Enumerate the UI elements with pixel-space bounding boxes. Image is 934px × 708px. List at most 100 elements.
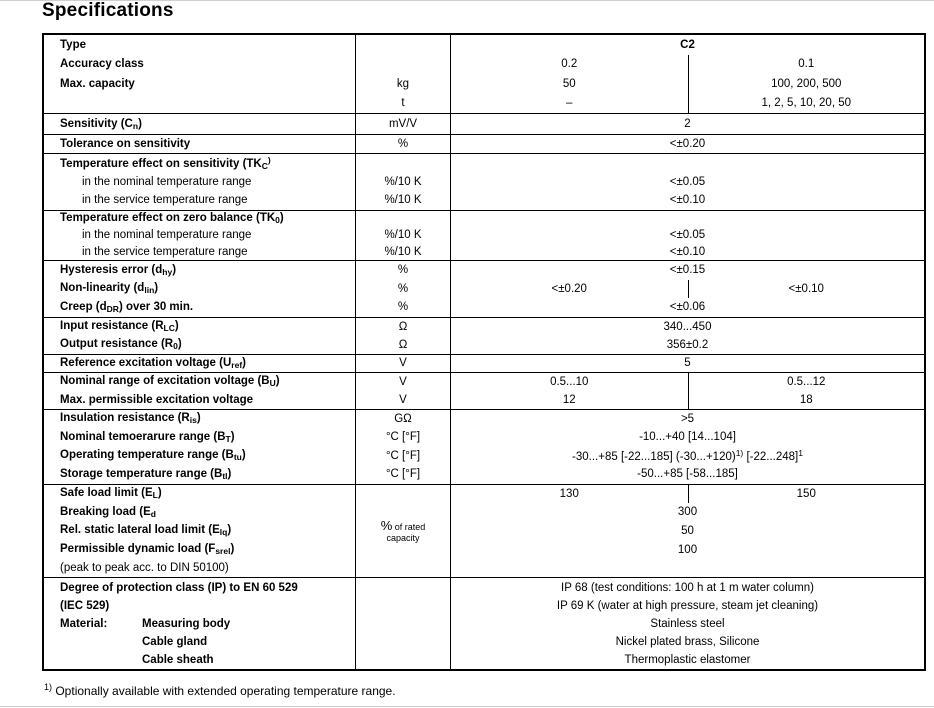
spec-label-column: Tolerance on sensitivity bbox=[44, 135, 355, 153]
spec-unit bbox=[356, 633, 450, 651]
spec-label: Insulation resistance (Ris) bbox=[60, 412, 201, 426]
spec-label: (IEC 529) bbox=[60, 599, 110, 612]
spec-value: >5 bbox=[680, 412, 695, 425]
spec-value: 100 bbox=[677, 543, 698, 556]
spec-label: Nominal range of excitation voltage (BU) bbox=[60, 375, 280, 388]
spec-value-column: 5 bbox=[451, 355, 924, 372]
spec-value: <±0.10 bbox=[669, 194, 706, 207]
spec-unit-column: V bbox=[355, 354, 451, 372]
spec-unit-column: %/10 K %/10 K bbox=[355, 154, 451, 210]
spec-band: Degree of protection class (IP) to EN 60… bbox=[44, 577, 924, 670]
spec-band: Insulation resistance (Ris) Nominal temoe… bbox=[44, 408, 924, 484]
spec-label: Rel. static lateral load limit (Elq) bbox=[60, 524, 232, 538]
spec-value-right: 100, 200, 500 bbox=[687, 74, 925, 94]
spec-unit: % bbox=[397, 138, 409, 150]
spec-unit: mV/V bbox=[388, 118, 418, 130]
spec-value: -10...+40 [14...104] bbox=[639, 431, 736, 444]
spec-band: Sensitivity (Cn) mV/V 2 bbox=[44, 113, 924, 134]
spec-band: Type Accuracy class Max. capacity kg t C2 0.2 0… bbox=[44, 35, 924, 113]
spec-value: 2 bbox=[684, 118, 691, 130]
spec-label: Output resistance (R0) bbox=[60, 338, 182, 351]
spec-unit-column: kg t bbox=[355, 35, 451, 113]
spec-value: <±0.05 bbox=[669, 175, 706, 188]
spec-unit bbox=[356, 615, 450, 633]
spec-unit bbox=[356, 211, 450, 228]
spec-label: Input resistance (RLC) bbox=[60, 320, 179, 333]
spec-value: 0.5...10 0.5...12 bbox=[451, 372, 925, 391]
spec-band: Safe load limit (EL) Breaking load (Ed Rel… bbox=[44, 483, 924, 578]
spec-unit: Ω bbox=[398, 320, 408, 333]
spec-band: Hysteresis error (dhy) Non-linearity (dli… bbox=[44, 260, 924, 317]
spec-value: IP 68 (test conditions: 100 h at 1 m wat… bbox=[561, 581, 814, 594]
spec-band: Reference excitation voltage (Uref) V 5 bbox=[44, 353, 924, 372]
spec-unit: %/10 K bbox=[384, 194, 422, 207]
spec-label: in the nominal temperature range bbox=[82, 175, 252, 188]
spec-label bbox=[60, 94, 355, 114]
spec-label: Reference excitation voltage (Uref) bbox=[60, 356, 246, 370]
spec-value: 130 150 bbox=[451, 484, 924, 504]
spec-value: Stainless steel bbox=[650, 617, 725, 630]
spec-value: <±0.20 <±0.10 bbox=[451, 279, 924, 298]
page-edge-bottom bbox=[0, 706, 934, 707]
spec-value: Nickel plated brass, Silicone bbox=[615, 636, 760, 649]
spec-value: IP 69 K (water at high pressure, steam j… bbox=[556, 599, 819, 612]
spec-unit-rated-capacity: % of rated capacity bbox=[380, 518, 426, 544]
spec-label: in the service temperature range bbox=[82, 245, 248, 258]
spec-label: in the service temperature range bbox=[82, 194, 248, 207]
spec-value-right: 1, 2, 5, 10, 20, 50 bbox=[687, 93, 925, 113]
spec-label: Non-linearity (dlin) bbox=[60, 282, 159, 296]
spec-value: 50 bbox=[681, 524, 694, 537]
spec-label-column: Temperature effect on zero balance (TK0)… bbox=[44, 211, 355, 261]
spec-label-column: Nominal range of excitation voltage (BU)… bbox=[44, 373, 355, 409]
spec-unit bbox=[356, 578, 450, 596]
footnote-marker: 1) bbox=[44, 682, 53, 692]
spec-band: Temperature effect on zero balance (TK0)… bbox=[44, 209, 924, 261]
spec-value: <±0.20 bbox=[669, 138, 706, 150]
spec-label: Safe load limit (EL) bbox=[60, 487, 162, 501]
spec-band: Temperature effect on sensitivity (TKC) i… bbox=[44, 153, 924, 210]
spec-unit-column: %/10 K %/10 K bbox=[355, 210, 451, 260]
spec-value-column: <±0.20 bbox=[451, 135, 924, 153]
spec-value-right: 0.5...12 bbox=[687, 372, 925, 391]
spec-label-column: Insulation resistance (Ris) Nominal temoe… bbox=[44, 410, 355, 484]
spec-value: <±0.10 bbox=[669, 245, 706, 258]
spec-unit: % bbox=[397, 301, 409, 314]
footnote: 1) Optionally available with extended op… bbox=[44, 682, 396, 698]
spec-unit: t bbox=[401, 97, 405, 110]
spec-unit: % bbox=[397, 264, 409, 277]
spec-label: Max. permissible excitation voltage bbox=[60, 393, 254, 406]
page-title: Specifications bbox=[42, 0, 174, 21]
spec-value-column: 0.5...10 0.5...12 12 18 bbox=[451, 372, 925, 409]
spec-value bbox=[451, 559, 924, 578]
spec-value: 300 bbox=[677, 506, 698, 519]
spec-unit: % bbox=[397, 282, 409, 295]
spec-value-left: – bbox=[566, 97, 573, 110]
spec-label: Sensitivity (Cn) bbox=[60, 117, 142, 131]
spec-value-column: IP 68 (test conditions: 100 h at 1 m wat… bbox=[451, 578, 924, 669]
specifications-table: Type Accuracy class Max. capacity kg t C2 0.2 0… bbox=[42, 33, 926, 672]
spec-unit: %/10 K bbox=[384, 229, 422, 242]
spec-value: C2 bbox=[680, 38, 695, 51]
spec-label: Hysteresis error (dhy) bbox=[60, 263, 177, 277]
spec-value: 12 18 bbox=[451, 390, 924, 409]
spec-label-column: Reference excitation voltage (Uref) bbox=[44, 355, 355, 372]
spec-value: 340...450 bbox=[663, 320, 712, 333]
spec-unit bbox=[356, 55, 450, 75]
spec-label: Cable sheath bbox=[142, 654, 214, 667]
spec-value bbox=[451, 154, 924, 173]
spec-value: 0.2 0.1 bbox=[451, 54, 924, 74]
spec-value-left: 12 bbox=[562, 393, 576, 406]
footnote-text: Optionally available with extended opera… bbox=[52, 684, 396, 698]
spec-label: Storage temperature range (Btl) bbox=[60, 467, 232, 481]
spec-label-column: Hysteresis error (dhy) Non-linearity (dli… bbox=[44, 261, 355, 317]
spec-value-left: 130 bbox=[559, 487, 579, 500]
spec-unit-column: % of rated capacity bbox=[355, 484, 451, 578]
spec-label-column: Type Accuracy class Max. capacity bbox=[44, 35, 355, 113]
spec-label: Material: Measuring body bbox=[60, 617, 231, 630]
spec-value-column: 2 bbox=[451, 114, 924, 134]
spec-unit: GΩ bbox=[394, 412, 412, 425]
spec-value-column: 130 150 300 50 100 bbox=[451, 484, 924, 578]
